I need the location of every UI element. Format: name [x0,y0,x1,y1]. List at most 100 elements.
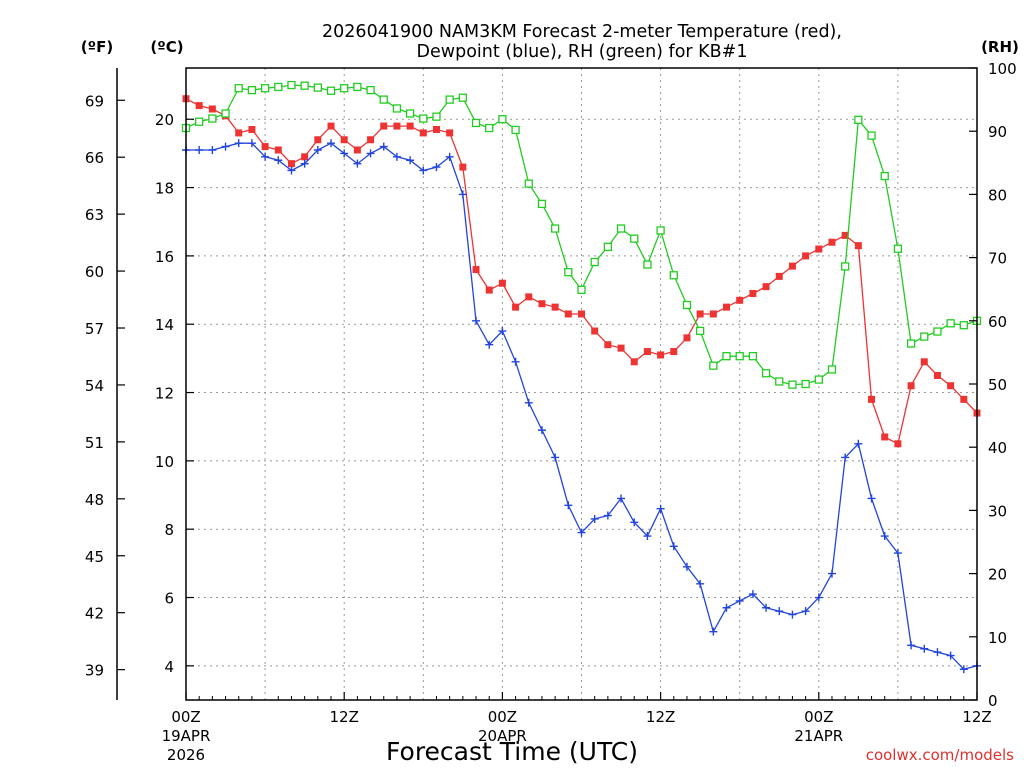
dewpoint-point [419,166,428,175]
rh-point [682,300,692,310]
rh-point [432,112,441,121]
fahrenheit-tick-label: 48 [85,491,104,509]
dewpoint-point [788,610,797,619]
rh-point [643,260,652,269]
temperature-point [406,122,414,130]
rh-point [590,257,599,267]
fahrenheit-unit-label: (ºF) [81,38,113,56]
dewpoint-point [261,152,270,161]
temperature-point [788,262,796,270]
dewpoint-point [274,156,283,165]
rh-point [247,85,257,95]
temperature-point [775,272,783,280]
rh-point [511,125,520,135]
temperature-point [696,310,704,318]
rh-point [669,271,678,280]
dewpoint-point [946,651,955,660]
rh-tick-label: 20 [988,566,1007,584]
x-tick-label: 12Z [646,708,675,726]
dewpoint-point [920,644,929,653]
temperature-point [340,136,348,144]
temperature-point [208,105,216,113]
temperature-point [947,382,955,390]
temperature-point [551,303,559,311]
rh-point [195,117,204,126]
dewpoint-point [287,166,296,175]
series-temperature [182,95,981,448]
x-axis-label: Forecast Time (UTC) [386,737,638,766]
temperature-point [274,146,282,154]
rh-point [616,224,626,233]
rh-point [880,171,889,181]
rh-point [827,365,837,374]
temperature-point [538,300,546,308]
x-tick-date-label: 19APR [162,727,211,745]
dewpoint-point [630,518,639,527]
rh-point [735,352,744,361]
temperature-point [591,327,599,335]
temperature-point [301,153,309,161]
fahrenheit-tick-label: 51 [85,434,104,452]
dewpoint-point [379,142,388,151]
rh-point [340,84,349,93]
dewpoint-point [775,607,784,616]
dewpoint-point [234,139,243,148]
dewpoint-point [603,511,612,520]
series-layer [181,80,982,674]
rh-point [208,114,217,123]
rh-point [841,262,850,271]
temperature-point [485,286,493,294]
temperature-point [802,252,810,260]
dewpoint-point [247,139,256,148]
temperature-point [604,341,612,349]
dewpoint-point [432,163,441,172]
fahrenheit-tick-label: 54 [85,377,104,395]
dewpoint-point [195,145,204,154]
temperature-point [195,102,203,110]
celsius-tick-label: 4 [164,658,174,676]
dewpoint-point [406,156,415,165]
temperature-point [380,122,388,130]
rh-point [221,109,230,118]
fahrenheit-tick-label: 57 [85,320,104,338]
rh-unit-label: (RH) [981,38,1019,56]
rh-tick-label: 90 [988,123,1007,141]
rh-point [419,114,428,123]
fahrenheit-tick-label: 42 [85,605,104,623]
temperature-point [432,125,440,133]
dewpoint-point [458,190,467,199]
rh-point [485,123,494,133]
temperature-point [261,143,269,151]
dewpoint-point [735,596,744,605]
dewpoint-point [577,528,586,537]
celsius-unit-label: (ºC) [150,38,183,56]
dewpoint-point [801,607,810,616]
dewpoint-point [959,665,968,674]
temperature-point [657,351,665,359]
series-rh [181,80,982,389]
temperature-point [920,358,928,366]
rh-point [906,339,916,348]
rh-point [287,80,296,90]
dewpoint-point [511,357,520,366]
temperature-point [841,231,849,239]
celsius-tick-label: 12 [155,385,174,403]
temperature-point [828,238,836,246]
x-tick-year-label: 2026 [167,746,205,764]
fahrenheit-tick-label: 69 [85,92,104,110]
temperature-point [459,163,467,171]
x-tick-date-label: 20APR [478,727,527,745]
fahrenheit-tick-label: 45 [85,548,104,566]
x-tick-date-label: 21APR [794,727,843,745]
rh-point [405,109,415,118]
celsius-tick-label: 8 [164,521,174,539]
fahrenheit-tick-label: 66 [85,149,104,167]
rh-point [471,118,481,128]
temperature-point [287,160,295,168]
temperature-point [881,433,889,441]
rh-point [445,95,454,104]
dewpoint-point [300,159,309,168]
celsius-tick-label: 18 [155,180,174,198]
temperature-point [314,136,322,144]
